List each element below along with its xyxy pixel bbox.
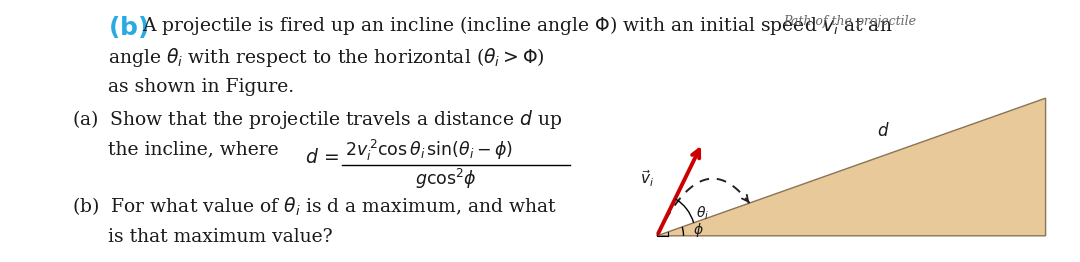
Text: Path of the projectile: Path of the projectile: [783, 15, 916, 28]
Text: $\theta_i$: $\theta_i$: [696, 205, 708, 222]
Text: $2v_i^{\,2}\cos\theta_i\,\sin(\theta_i - \phi)$: $2v_i^{\,2}\cos\theta_i\,\sin(\theta_i -…: [345, 138, 513, 163]
Text: is that maximum value?: is that maximum value?: [108, 228, 333, 246]
Text: $d$: $d$: [877, 122, 890, 140]
Text: (a)  Show that the projectile travels a distance $d$ up: (a) Show that the projectile travels a d…: [72, 108, 562, 131]
Text: $d\,=$: $d\,=$: [305, 148, 339, 167]
Text: A projectile is fired up an incline (incline angle $\Phi$) with an initial speed: A projectile is fired up an incline (inc…: [141, 14, 893, 37]
Text: $\vec{v}_i$: $\vec{v}_i$: [639, 168, 653, 189]
Text: angle $\theta_i$ with respect to the horizontal ($\theta_i > \Phi$): angle $\theta_i$ with respect to the hor…: [108, 46, 544, 69]
Text: the incline, where: the incline, where: [108, 140, 279, 158]
Text: $\phi$: $\phi$: [692, 221, 703, 239]
Text: $\bf{(b)}$: $\bf{(b)}$: [108, 14, 149, 40]
Polygon shape: [657, 98, 1045, 236]
Text: $g\cos^2\!\phi$: $g\cos^2\!\phi$: [415, 167, 476, 191]
Text: as shown in Figure.: as shown in Figure.: [108, 78, 294, 96]
Text: (b)  For what value of $\theta_i$ is d a maximum, and what: (b) For what value of $\theta_i$ is d a …: [72, 196, 557, 218]
